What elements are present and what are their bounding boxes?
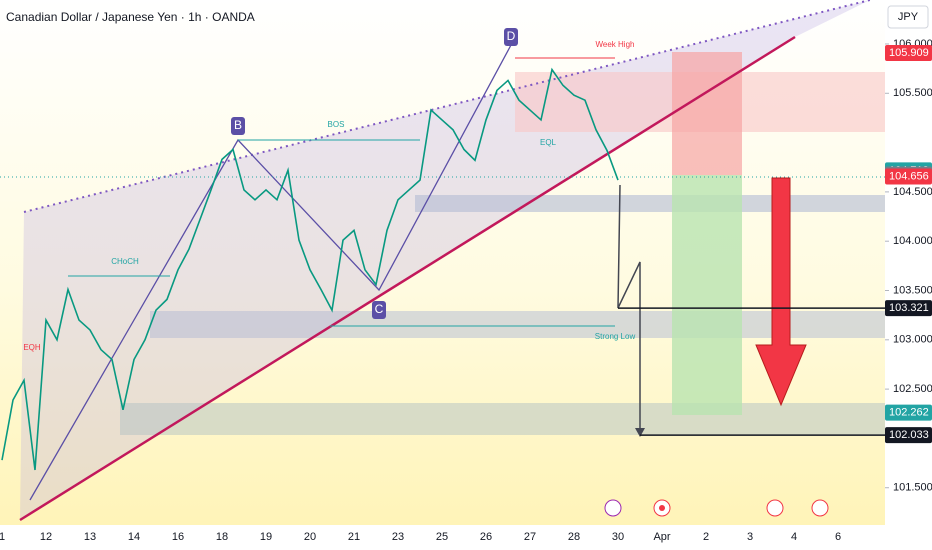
price-tag-label: 105.909	[889, 47, 929, 59]
x-tick-label: 18	[216, 531, 228, 543]
currency-box[interactable]	[887, 5, 929, 29]
x-tick-label: 20	[304, 531, 316, 543]
target-zone	[672, 175, 742, 415]
y-tick-label: 104.000	[893, 235, 932, 247]
annotation: CHoCH	[111, 257, 139, 266]
chart-title: Canadian Dollar / Japanese Yen · 1h · OA…	[6, 10, 255, 24]
zone	[415, 195, 885, 212]
x-tick-label: 21	[348, 531, 360, 543]
price-tag	[885, 44, 932, 61]
x-tick-label: 19	[260, 531, 272, 543]
event-dot	[659, 505, 665, 511]
price-tag	[885, 404, 932, 421]
x-tick-label: 4	[791, 531, 797, 543]
x-tick-label: 12	[40, 531, 52, 543]
x-tick-label: 23	[392, 531, 404, 543]
x-tick-label: 3	[747, 531, 753, 543]
swing-lines	[29, 44, 512, 501]
price-tag-label: 104.656	[889, 170, 929, 182]
pivot-label: C	[375, 302, 384, 316]
time-axis	[0, 525, 885, 550]
event-icon[interactable]	[811, 499, 829, 517]
events	[604, 499, 829, 517]
annotation: BOS	[328, 120, 345, 129]
zone	[120, 403, 885, 435]
x-tick-label: 26	[480, 531, 492, 543]
price-tag-label: 102.262	[889, 406, 929, 418]
x-tick-label: Apr	[653, 531, 670, 543]
down-arrow	[755, 177, 807, 407]
pivot-box	[372, 301, 386, 319]
x-tick-label: 27	[524, 531, 536, 543]
y-tick-label: 105.500	[893, 87, 932, 99]
y-tick-label: 104.500	[893, 186, 932, 198]
x-tick-label: 1	[0, 531, 5, 543]
stop-zone	[672, 52, 742, 175]
pivot-label: B	[234, 118, 242, 132]
price-line	[1, 67, 619, 471]
y-tick-label: 102.500	[893, 383, 932, 395]
trendline	[19, 35, 796, 522]
y-tick-label: 103.000	[893, 334, 932, 346]
event-icon[interactable]	[604, 499, 622, 517]
pivot-box	[504, 28, 518, 46]
price-tag	[885, 427, 932, 444]
zone	[150, 311, 885, 338]
price-tag	[885, 168, 932, 185]
x-tick-label: 16	[172, 531, 184, 543]
y-tick-label: 101.500	[893, 482, 932, 494]
annotation: Week High	[596, 40, 635, 49]
price-tag-label: 102.033	[889, 429, 929, 441]
channel-fill	[20, 0, 870, 520]
annotation: EQH	[23, 343, 41, 352]
x-tick-label: 13	[84, 531, 96, 543]
pivot-box	[231, 117, 245, 135]
price-tag	[885, 300, 932, 317]
x-tick-label: 6	[835, 531, 841, 543]
x-tick-label: 2	[703, 531, 709, 543]
x-tick-label: 14	[128, 531, 140, 543]
arrow-head	[635, 428, 645, 437]
price-axis	[885, 0, 932, 550]
currency: JPY	[898, 11, 919, 23]
x-tick-label: 28	[568, 531, 580, 543]
x-tick-label: 30	[612, 531, 624, 543]
price-tag-label: 103.321	[889, 302, 929, 314]
event-icon[interactable]	[766, 499, 784, 517]
annotation: EQL	[540, 138, 557, 147]
annotation: Strong Low	[595, 332, 636, 341]
x-tick-label: 25	[436, 531, 448, 543]
path-projection	[617, 184, 641, 435]
pivot-label: D	[507, 29, 516, 43]
y-tick-label: 103.500	[893, 284, 932, 296]
